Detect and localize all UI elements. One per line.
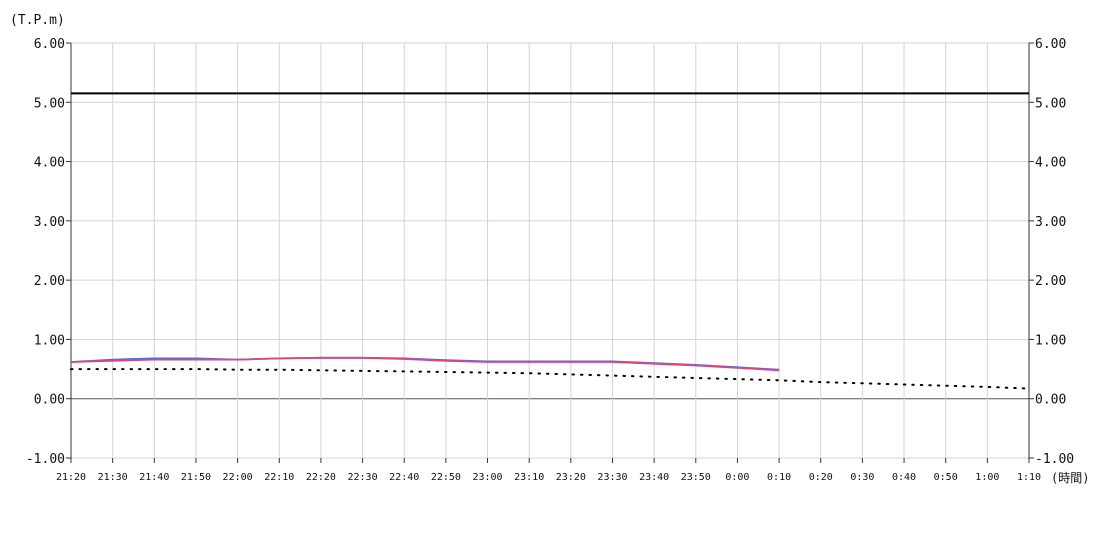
y-tick-label-right: 2.00 <box>1035 274 1066 289</box>
series <box>70 92 1030 390</box>
grid <box>71 42 1029 459</box>
x-tick-label: 22:30 <box>348 472 378 483</box>
x-tick-label: 0:40 <box>892 472 916 483</box>
y-tick-label-right: 5.00 <box>1035 96 1066 111</box>
x-tick-label: 22:00 <box>223 472 253 483</box>
x-tick-label: 21:50 <box>181 472 211 483</box>
x-tick-label: 0:20 <box>809 472 833 483</box>
y-tick-label-left: 4.00 <box>34 156 65 171</box>
x-tick-label: 22:10 <box>264 472 294 483</box>
y-tick-label-left: 3.00 <box>34 215 65 230</box>
x-tick-label: 0:00 <box>725 472 749 483</box>
x-tick-labels: 21:20 21:30 21:40 21:50 22:00 22:10 22:20 22:30… <box>56 472 1041 483</box>
y-tick-label-left: -1.00 <box>26 452 65 467</box>
y-axis-unit-label: (T.P.m) <box>10 13 65 28</box>
x-tick-label: 21:30 <box>98 472 128 483</box>
x-tick-label: 22:50 <box>431 472 461 483</box>
x-tick-label: 23:00 <box>472 472 502 483</box>
x-tick-label: 0:50 <box>934 472 958 483</box>
x-tick-label: 1:10 <box>1017 472 1041 483</box>
y-tick-label-right: 6.00 <box>1035 37 1066 52</box>
series-line-2 <box>70 356 780 372</box>
x-tick-label: 23:50 <box>681 472 711 483</box>
x-tick-label: 23:20 <box>556 472 586 483</box>
y-tick-label-right: -1.00 <box>1035 452 1074 467</box>
x-tick-label: 22:20 <box>306 472 336 483</box>
x-tick-label: 1:00 <box>975 472 999 483</box>
y-tick-label-right: 4.00 <box>1035 156 1066 171</box>
y-tick-label-left: 1.00 <box>34 333 65 348</box>
x-tick-label: 23:30 <box>597 472 627 483</box>
y-tick-labels: 6.00 6.00 5.00 5.00 4.00 4.00 3.00 3.00 2.00 2.00… <box>26 37 1074 467</box>
series-line-3 <box>70 368 1030 390</box>
x-tick-label: 21:40 <box>139 472 169 483</box>
x-tick-label: 23:10 <box>514 472 544 483</box>
y-tick-label-right: 3.00 <box>1035 215 1066 230</box>
x-tick-label: 22:40 <box>389 472 419 483</box>
y-tick-label-right: 1.00 <box>1035 333 1066 348</box>
y-tick-label-right: 0.00 <box>1035 393 1066 408</box>
x-axis-unit-label: (時間) <box>1051 471 1089 485</box>
y-tick-label-left: 0.00 <box>34 393 65 408</box>
y-tick-label-left: 2.00 <box>34 274 65 289</box>
axes <box>66 42 1034 463</box>
x-tick-label: 0:10 <box>767 472 791 483</box>
x-tick-label: 0:30 <box>850 472 874 483</box>
x-tick-label: 21:20 <box>56 472 86 483</box>
y-tick-label-left: 5.00 <box>34 96 65 111</box>
x-tick-label: 23:40 <box>639 472 669 483</box>
y-tick-label-left: 6.00 <box>34 37 65 52</box>
